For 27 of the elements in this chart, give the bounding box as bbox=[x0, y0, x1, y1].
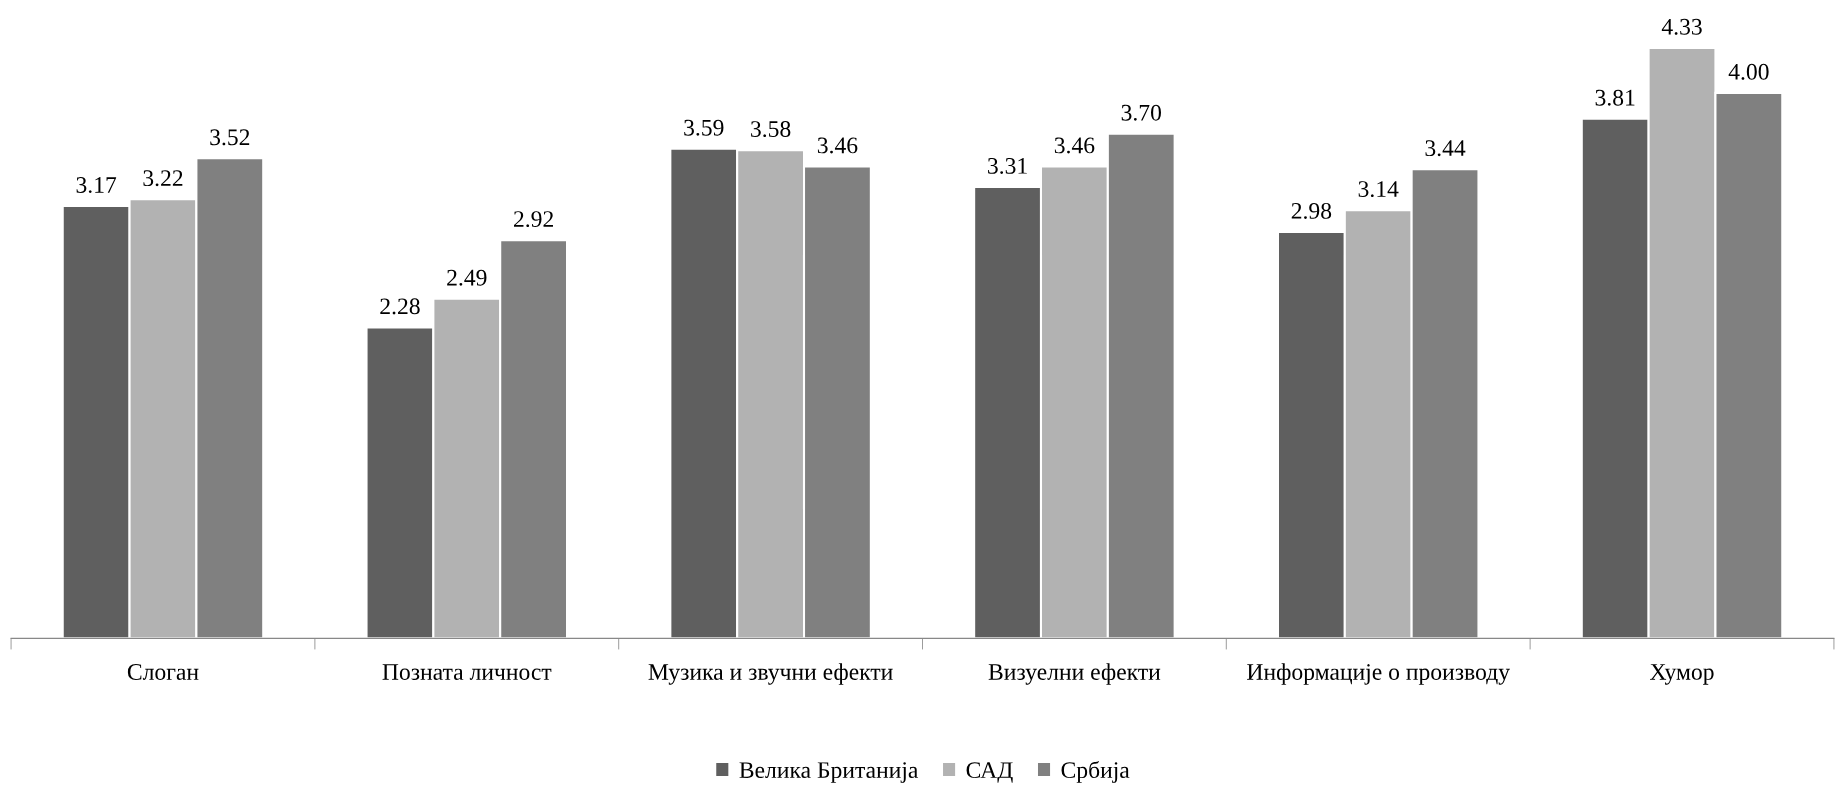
data-label: 3.14 bbox=[1358, 181, 1399, 198]
data-label: 3.70 bbox=[1121, 104, 1161, 121]
data-label: 2.98 bbox=[1291, 202, 1332, 219]
data-label: 2.28 bbox=[380, 298, 420, 315]
legend-label: Србија bbox=[1061, 760, 1130, 783]
data-label: 3.81 bbox=[1595, 89, 1635, 106]
data-label: 3.17 bbox=[76, 177, 117, 194]
data-label: 3.22 bbox=[143, 170, 183, 187]
data-label: 4.00 bbox=[1728, 63, 1769, 80]
data-label: 3.31 bbox=[988, 157, 1027, 174]
data-label: 4.33 bbox=[1661, 18, 1702, 35]
data-label: 3.46 bbox=[1054, 137, 1095, 154]
x-tick-label: Позната личност bbox=[382, 664, 552, 680]
legend-label: Велика Британија bbox=[739, 762, 919, 783]
legend-label: САД bbox=[966, 762, 1013, 783]
x-tick-label: Визуелни ефекти bbox=[988, 663, 1161, 685]
x-tick-label: Информације о производу bbox=[1247, 663, 1510, 685]
x-tick-label: Хумор bbox=[1650, 664, 1714, 685]
data-label: 3.58 bbox=[751, 121, 791, 138]
data-label: 3.44 bbox=[1425, 140, 1466, 157]
data-label: 3.52 bbox=[210, 129, 250, 146]
data-label: 3.46 bbox=[817, 137, 858, 154]
data-label: 2.49 bbox=[447, 269, 487, 286]
data-label: 3.59 bbox=[684, 119, 724, 136]
x-tick-label: Слоган bbox=[127, 664, 199, 680]
data-label: 2.92 bbox=[514, 211, 553, 228]
x-tick-label: Музика и звучни ефекти bbox=[648, 663, 893, 685]
